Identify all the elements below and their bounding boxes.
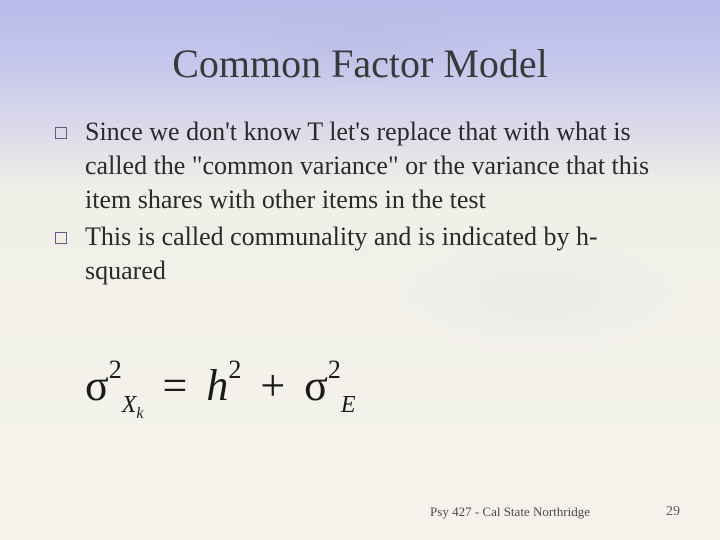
equals-op: = [163,361,188,410]
sigma-symbol: σ [304,361,328,410]
slide-body: Since we don't know T let's replace that… [55,115,670,292]
bullet-text: Since we don't know T let's replace that… [85,115,670,216]
h-base: h [206,361,228,410]
superscript: 2 [109,355,122,384]
slide-title: Common Factor Model [0,40,720,87]
equation: σ2Xk = h2 + σ2E [85,355,356,423]
subscript: Xk [122,392,144,418]
subscript: E [341,392,356,418]
bullet-item: This is called communality and is indica… [55,220,670,288]
plus-op: + [260,361,285,410]
superscript: 2 [228,355,241,384]
sigma-symbol: σ [85,361,109,410]
bullet-item: Since we don't know T let's replace that… [55,115,670,216]
bullet-marker-icon [55,127,67,139]
bullet-text: This is called communality and is indica… [85,220,670,288]
bullet-marker-icon [55,232,67,244]
superscript: 2 [328,355,341,384]
footer-page-number: 29 [666,504,680,520]
slide: Common Factor Model Since we don't know … [0,0,720,540]
footer-course: Psy 427 - Cal State Northridge [430,504,590,520]
